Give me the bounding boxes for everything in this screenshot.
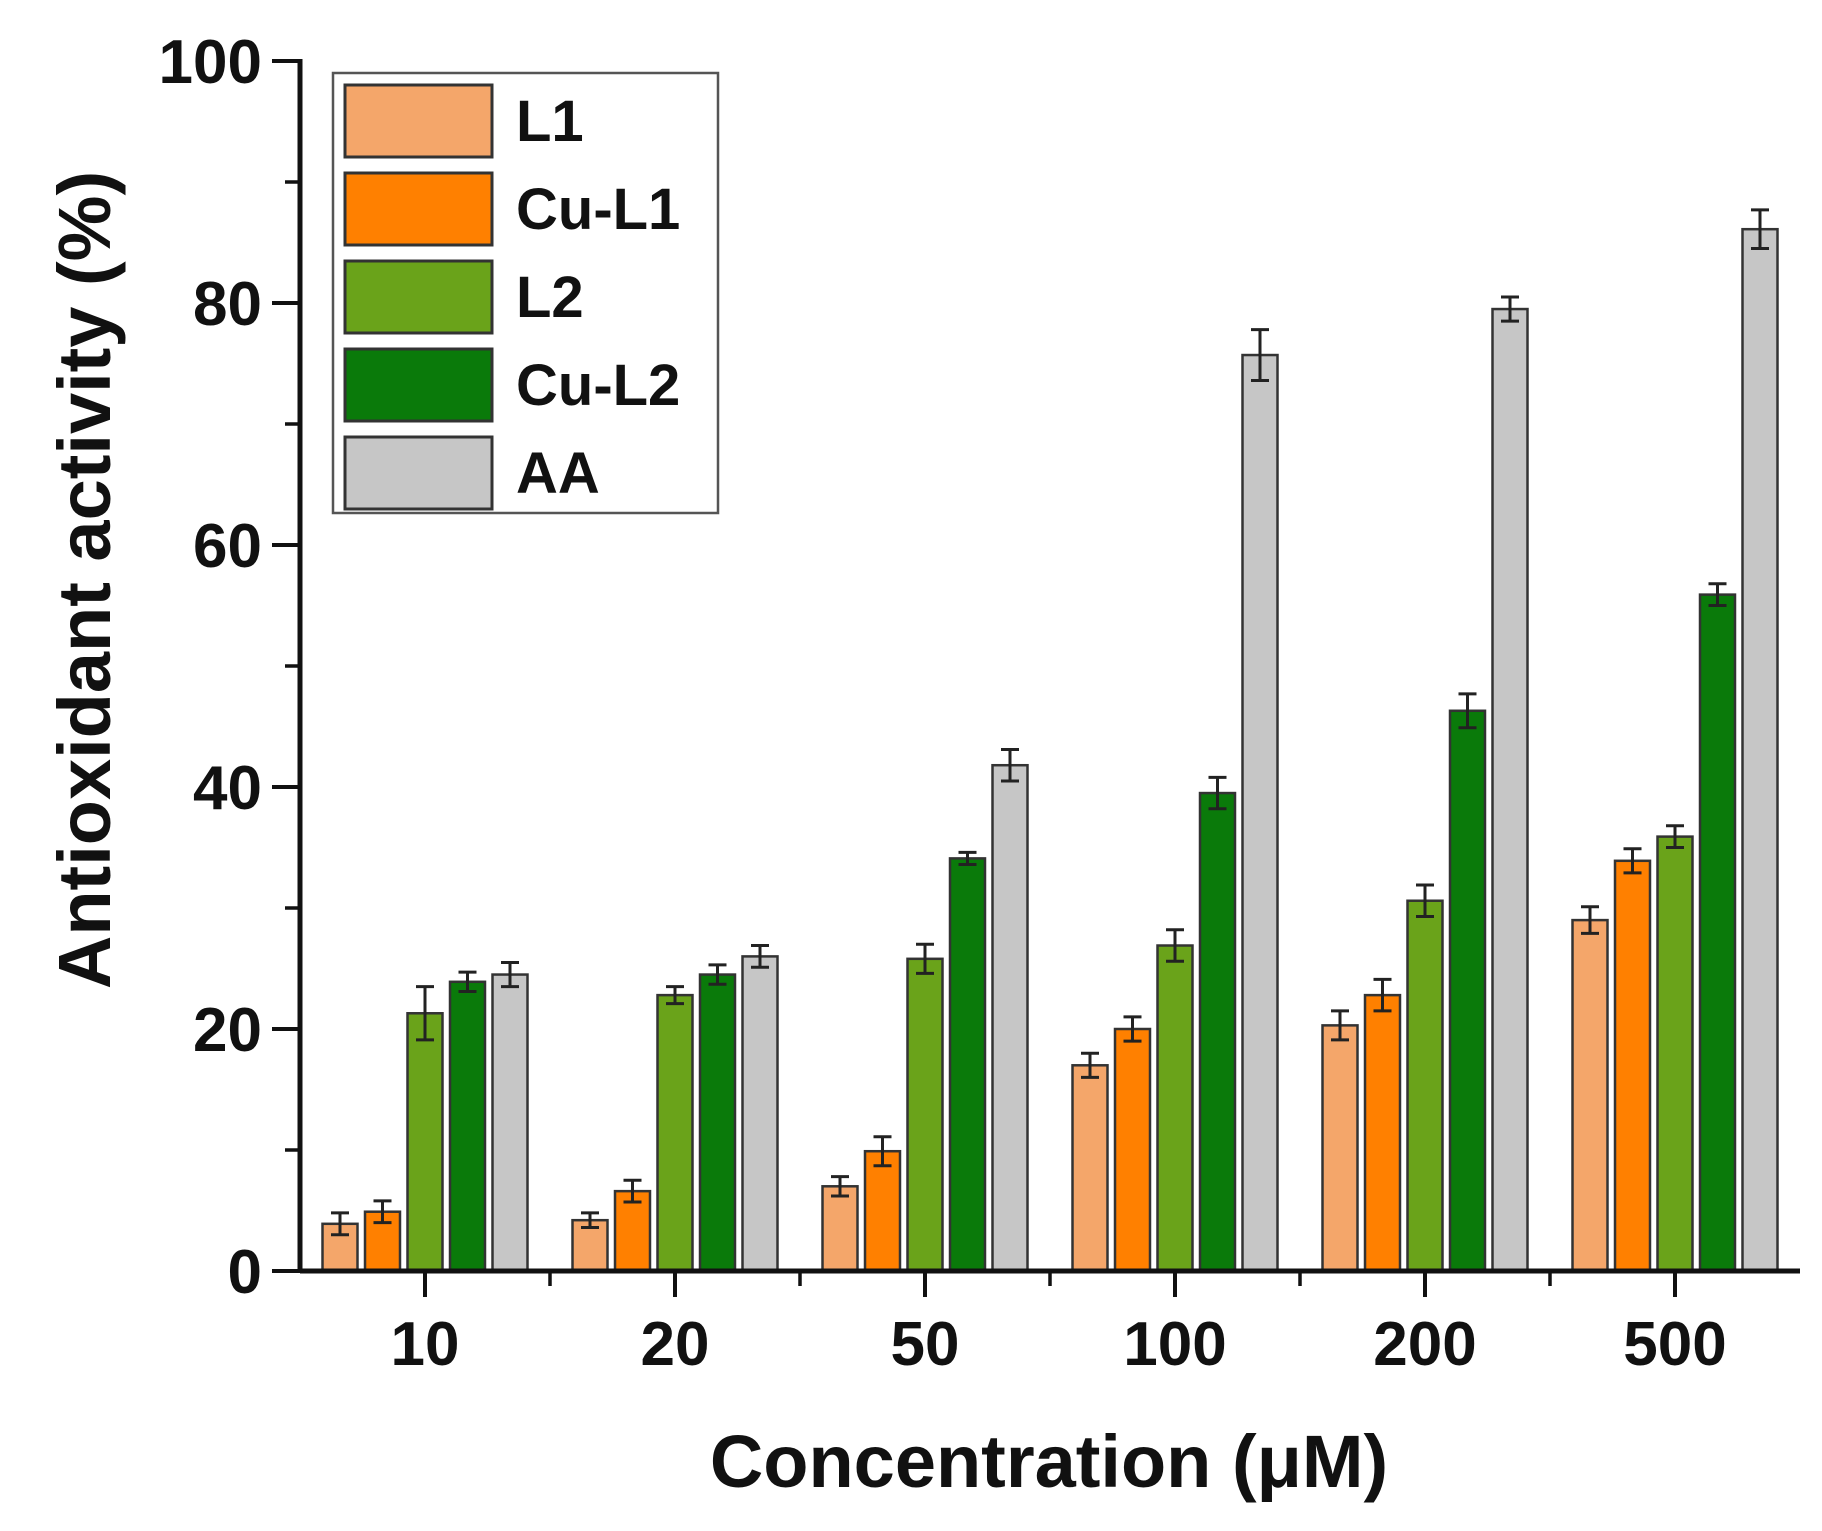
legend-swatch-L2 <box>343 259 494 335</box>
error-bar-Cu-L2-200 <box>1458 692 1477 730</box>
x-tick-label-200: 200 <box>1373 1310 1476 1379</box>
error-bar-L1-200 <box>1331 1009 1349 1042</box>
x-tick-label-500: 500 <box>1623 1310 1726 1379</box>
legend-swatch-Cu-L2 <box>343 347 494 423</box>
error-bar-Cu-L2-20 <box>708 963 727 986</box>
bar-L2-200 <box>1406 899 1444 1273</box>
error-bar-Cu-L1-200 <box>1373 977 1392 1013</box>
error-bar-Cu-L2-100 <box>1208 775 1227 811</box>
bars-layer <box>321 208 1779 1273</box>
bar-Cu-L1-20 <box>613 1189 652 1273</box>
x-tick-label-100: 100 <box>1123 1310 1226 1379</box>
legend: L1 Cu-L1 L2 Cu-L2 AA <box>331 71 720 515</box>
error-bar-AA-500 <box>1751 208 1769 251</box>
legend-label-AA: AA <box>516 441 600 506</box>
x-axis-title: Concentration (μM) <box>710 1420 1388 1503</box>
x-tick-label-50: 50 <box>891 1310 960 1379</box>
legend-swatch-AA <box>343 435 494 511</box>
error-bar-Cu-L1-100 <box>1123 1015 1142 1043</box>
error-bar-AA-200 <box>1501 295 1519 323</box>
error-bar-Cu-L2-50 <box>958 850 977 866</box>
error-bar-L2-100 <box>1166 928 1184 963</box>
error-bar-AA-10 <box>501 960 519 989</box>
bar-Cu-L2-10 <box>448 980 487 1273</box>
error-bar-AA-20 <box>751 944 769 969</box>
bar-AA-100 <box>1241 353 1279 1273</box>
error-bar-L2-200 <box>1416 883 1434 918</box>
bar-Cu-L2-200 <box>1448 709 1487 1273</box>
legend-swatch-Cu-L1 <box>343 171 494 247</box>
error-bar-AA-50 <box>1001 747 1019 783</box>
error-bar-Cu-L2-500 <box>1708 582 1727 607</box>
y-tick-label-0: 0 <box>228 1238 262 1307</box>
bar-L2-50 <box>906 957 944 1273</box>
y-tick-label-20: 20 <box>193 996 262 1065</box>
bar-Cu-L2-100 <box>1198 791 1237 1273</box>
error-bar-L2-20 <box>666 985 684 1006</box>
y-tick-label-40: 40 <box>193 754 262 823</box>
error-bar-L1-10 <box>331 1211 349 1237</box>
error-bar-L2-10 <box>416 985 434 1042</box>
bar-Cu-L1-500 <box>1613 859 1652 1273</box>
bar-AA-50 <box>991 763 1029 1273</box>
bar-Cu-L1-100 <box>1113 1027 1152 1273</box>
bar-Cu-L2-50 <box>948 857 987 1273</box>
bar-L2-500 <box>1656 835 1694 1273</box>
bar-L2-100 <box>1156 944 1194 1273</box>
bar-L1-50 <box>821 1185 859 1273</box>
bar-L1-100 <box>1071 1064 1109 1273</box>
y-tick-label-100: 100 <box>159 28 262 97</box>
bar-L1-200 <box>1321 1024 1359 1273</box>
error-bar-L2-50 <box>916 942 934 975</box>
y-tick-label-80: 80 <box>193 270 262 339</box>
bar-L1-500 <box>1571 918 1609 1273</box>
error-bar-Cu-L1-20 <box>623 1178 642 1204</box>
bar-AA-10 <box>491 973 529 1273</box>
axes-layer: 0 20 40 60 80 100 10 20 50 100 200 500 <box>159 28 1800 1379</box>
error-bar-L1-100 <box>1081 1051 1099 1079</box>
error-bar-L1-50 <box>831 1175 849 1198</box>
legend-label-L1: L1 <box>516 89 584 154</box>
bar-L2-10 <box>406 1012 444 1273</box>
legend-label-Cu-L2: Cu-L2 <box>516 353 680 418</box>
error-bar-Cu-L1-50 <box>873 1135 892 1168</box>
bar-Cu-L1-200 <box>1363 993 1402 1273</box>
error-bar-L1-500 <box>1581 905 1599 935</box>
error-bar-Cu-L1-500 <box>1623 847 1642 875</box>
error-bar-AA-100 <box>1251 328 1269 382</box>
bar-AA-20 <box>741 955 779 1273</box>
legend-label-Cu-L1: Cu-L1 <box>516 177 680 242</box>
bar-Cu-L2-500 <box>1698 593 1737 1273</box>
y-axis-title: Antioxidant activity (%) <box>43 171 126 989</box>
error-bar-Cu-L1-10 <box>373 1199 392 1225</box>
bar-Cu-L1-50 <box>863 1149 902 1273</box>
legend-label-L2: L2 <box>516 265 584 330</box>
bar-Cu-L2-20 <box>698 973 737 1273</box>
error-bar-L1-20 <box>581 1211 599 1229</box>
error-bar-Cu-L2-10 <box>458 970 477 993</box>
bar-AA-200 <box>1491 307 1529 1273</box>
bar-AA-500 <box>1741 227 1779 1273</box>
y-tick-label-60: 60 <box>193 512 262 581</box>
error-bar-L2-500 <box>1666 824 1684 849</box>
x-tick-label-20: 20 <box>641 1310 710 1379</box>
legend-swatch-L1 <box>343 83 494 159</box>
bar-L2-20 <box>656 993 694 1273</box>
x-tick-label-10: 10 <box>391 1310 460 1379</box>
